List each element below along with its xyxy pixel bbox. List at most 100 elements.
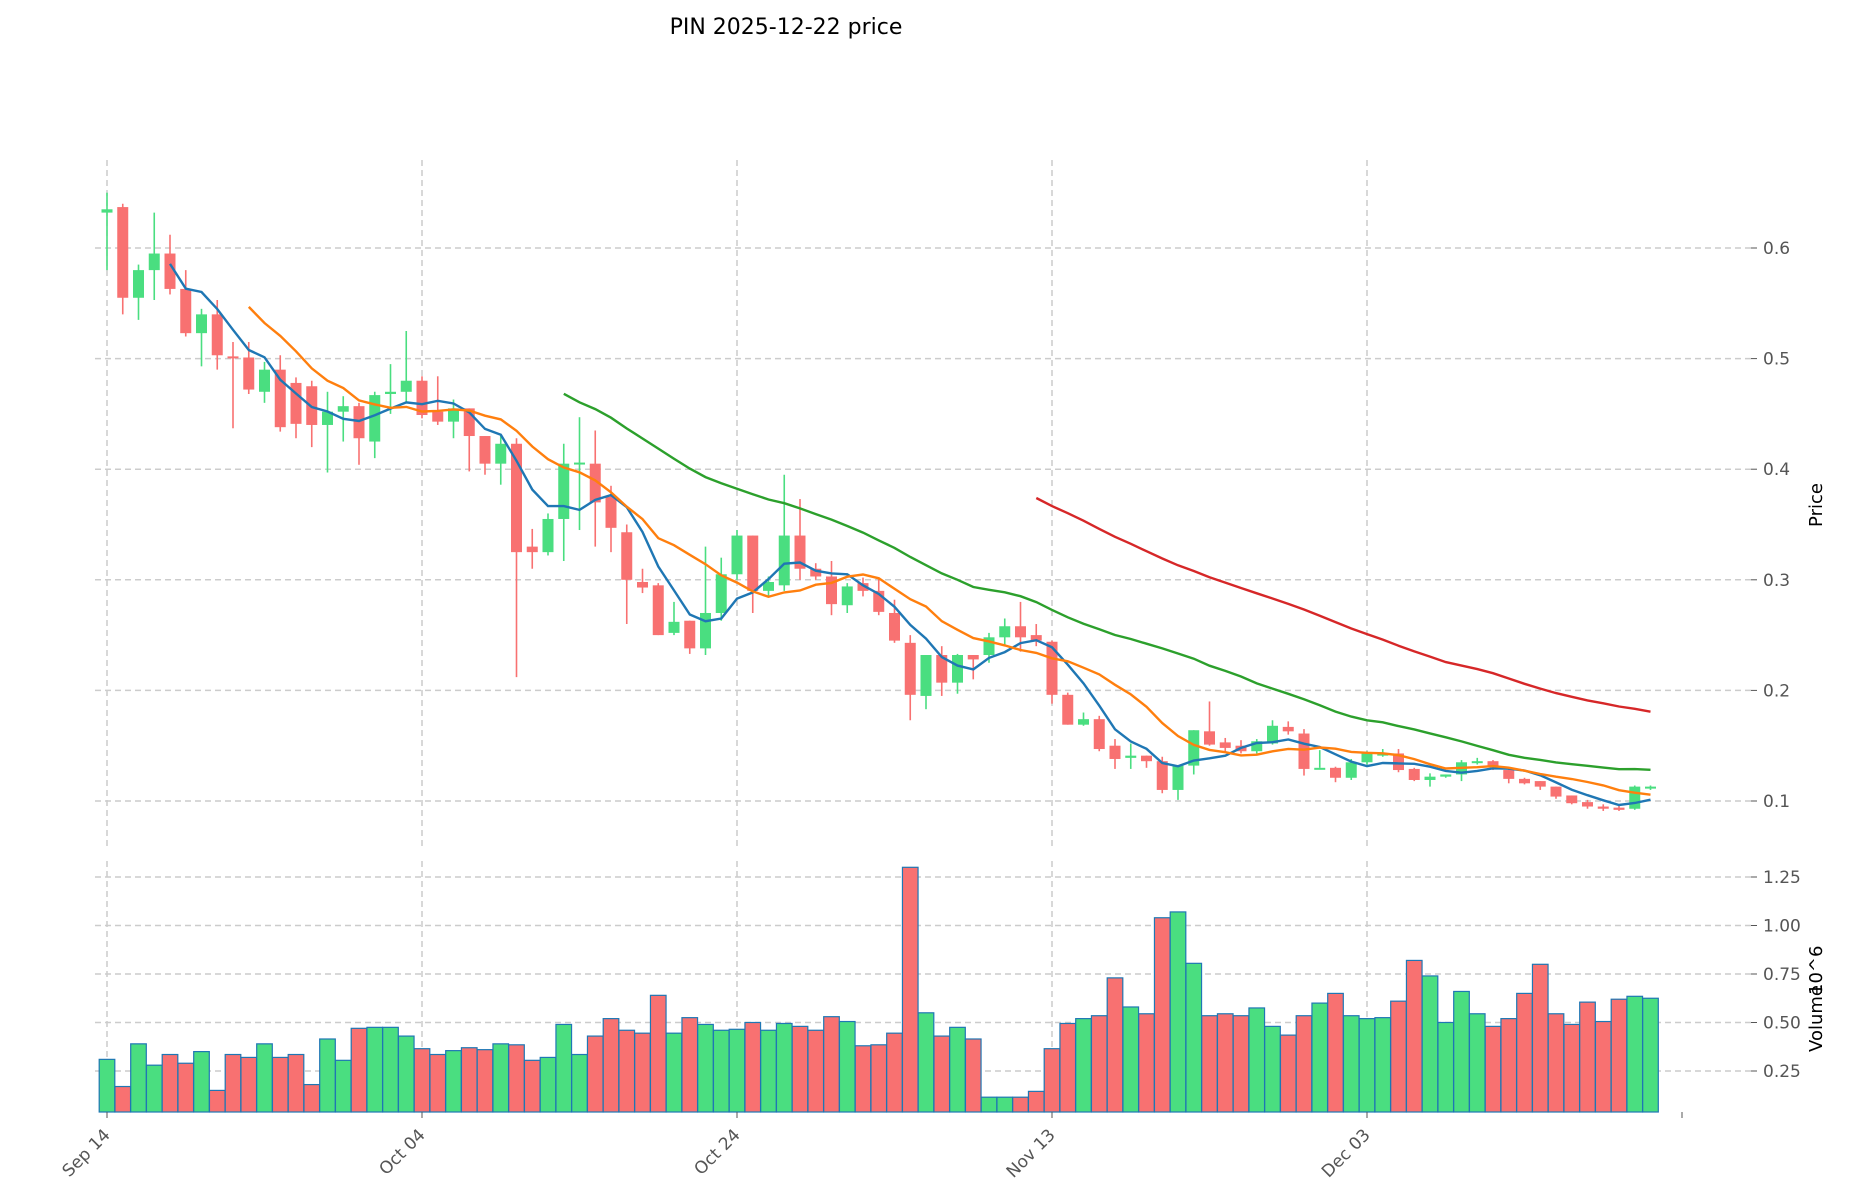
volume-bar [1106,977,1124,1113]
volume-bar [161,1053,179,1113]
volume-bar [177,1062,195,1113]
volume-tick-label: 0.25 [1763,1062,1801,1082]
x-tick-label: Oct 04 [375,1125,429,1179]
volume-bar [382,1026,399,1113]
candle-up [1125,755,1137,758]
volume-bar [492,1043,510,1113]
candle-down [416,380,428,416]
volume-bar [1122,1006,1140,1113]
candle-up [558,463,570,519]
candle-down [652,585,664,636]
price-tick-label: 0.3 [1763,571,1790,591]
candle-up [1314,767,1326,770]
volume-bar [1232,1015,1250,1113]
candle-down [794,535,806,569]
x-tick-label: Nov 13 [1003,1125,1060,1182]
volume-bar [114,1085,132,1113]
volume-bar [854,1045,872,1113]
volume-bar [350,1027,368,1113]
candle-down [1550,786,1562,797]
candle-down [463,408,475,437]
candle-up [400,380,412,392]
candle-up [1629,786,1641,809]
chart-title: PIN 2025-12-22 price [670,15,903,40]
volume-bar [208,1089,226,1113]
volume-bar [1169,911,1187,1113]
volume-bar [775,1022,793,1113]
candle-down [1613,807,1625,810]
candle-down [511,443,522,553]
volume-bar [744,1021,762,1113]
volume-bar [1358,1018,1376,1113]
candle-down [1204,731,1215,745]
x-tick-label: Oct 24 [690,1125,744,1179]
volume-bar [1484,1025,1502,1113]
volume-bar [1642,997,1659,1113]
candle-up [448,408,459,422]
candle-up [1377,753,1389,756]
candle-down [1519,778,1530,784]
candle-up [133,270,144,298]
candle-up [1345,762,1357,778]
volume-bar [334,1059,352,1113]
candle-down [1046,641,1058,695]
candle-down [1298,733,1310,769]
candle-up [1188,730,1200,766]
candle-down [1597,806,1609,809]
volume-bar [964,1038,982,1113]
price-axis-label: Price [1806,483,1827,527]
candle-up [920,655,932,696]
candle-down [1156,761,1168,790]
candle-up [1251,741,1263,752]
volume-bar [823,1016,840,1113]
ma-10-line [247,306,1651,796]
volume-bar [1563,1023,1581,1113]
volume-bar [870,1044,888,1113]
volume-bar [1342,1015,1360,1113]
candle-down [1141,755,1152,762]
volume-bar [1610,998,1628,1113]
volume-bar [145,1064,163,1113]
volume-bar [760,1029,777,1113]
volume-bar [791,1025,809,1113]
volume-bar [1090,1015,1108,1113]
volume-bar [1153,917,1171,1113]
volume-bar [1453,990,1470,1113]
candle-down [1566,795,1578,804]
candle-down [747,535,759,591]
volume-bar [1201,1015,1218,1113]
candle-up [259,369,270,392]
volume-bar [1500,1018,1518,1113]
candle-down [637,582,648,588]
ma-30-line [563,392,1651,771]
price-tick-label: 0.2 [1763,681,1790,701]
x-tick-label: Dec 03 [1318,1125,1375,1182]
candle-up [763,582,774,591]
candle-down [1015,626,1026,638]
candle-up [1471,761,1483,764]
volume-bar [1075,1018,1092,1113]
volume-bar [618,1029,636,1113]
candle-up [1267,725,1278,744]
candle-up [542,518,554,553]
candle-down [621,532,633,580]
volume-bar [665,1032,683,1113]
candle-up [1361,753,1373,763]
volume-bar [1279,1034,1297,1113]
candle-up [1078,719,1089,725]
candle-up [148,253,160,271]
volume-bar [681,1017,699,1113]
candle-up [385,391,396,394]
price-tick-label: 0.4 [1763,460,1790,480]
volume-bar [224,1053,242,1113]
volume-bar [240,1056,258,1113]
ma-5-line [168,263,1651,807]
candle-down [243,357,255,390]
candle-up [1645,786,1656,789]
candle-down [1582,802,1593,807]
candle-up [337,406,349,412]
candle-down [1393,753,1404,771]
candle-up [778,535,790,586]
candle-up [1172,765,1184,790]
